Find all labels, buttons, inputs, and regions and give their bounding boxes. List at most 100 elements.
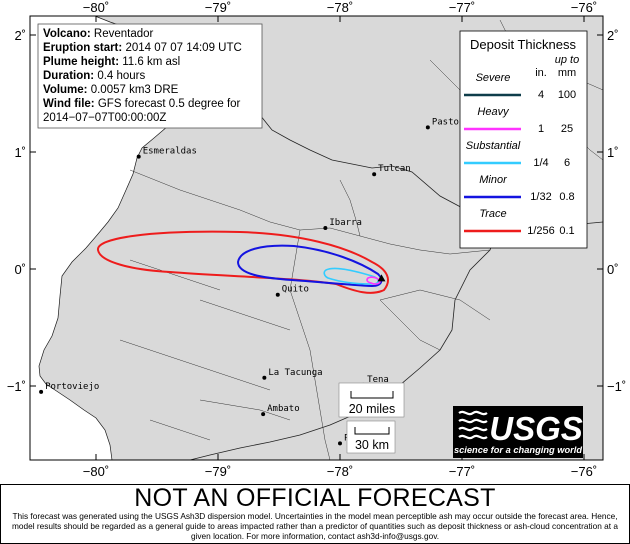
grid-ticks bbox=[30, 16, 603, 460]
map-frame bbox=[29, 15, 604, 461]
svg-text:Duration: 0.4 hours: Duration: 0.4 hours bbox=[43, 70, 146, 82]
wind-value-date: 2014−07−07T00:00:00Z bbox=[43, 112, 166, 124]
scale-miles: 20 miles bbox=[349, 402, 396, 416]
contour-heavy bbox=[366, 276, 381, 285]
lat-label-left: −1˚ bbox=[7, 379, 26, 394]
plume-value: 11.6 km asl bbox=[122, 56, 180, 68]
lon-label-bottom: −77˚ bbox=[449, 464, 475, 479]
disclaimer-text: This forecast was generated using the US… bbox=[11, 511, 619, 541]
lat-label-right: 0˚ bbox=[607, 262, 619, 277]
disclaimer-footer: NOT AN OFFICIAL FORECAST This forecast w… bbox=[0, 484, 630, 544]
city-label: Tena bbox=[367, 375, 389, 385]
lon-label-bottom: −78˚ bbox=[327, 464, 353, 479]
city-tulcan: Tulcan bbox=[372, 164, 411, 177]
lon-label-top: −76˚ bbox=[571, 0, 597, 15]
usgs-wave-icon bbox=[458, 410, 488, 440]
lon-label-top: −77˚ bbox=[449, 0, 475, 15]
volcano-triangle bbox=[377, 274, 386, 282]
plume-label: Plume height: bbox=[43, 56, 119, 68]
eruption-value: 2014 07 07 14:09 UTC bbox=[125, 42, 241, 54]
lat-label-left: 1˚ bbox=[14, 145, 26, 160]
legend-row-label: Heavy bbox=[477, 106, 510, 118]
not-official-forecast-title: NOT AN OFFICIAL FORECAST bbox=[134, 484, 496, 512]
city-dot bbox=[261, 412, 266, 417]
city-ibarra: Ibarra bbox=[323, 218, 362, 231]
lon-label-bottom: −76˚ bbox=[571, 464, 597, 479]
legend-row-label: Minor bbox=[479, 174, 508, 186]
city-dot bbox=[275, 292, 280, 297]
eruption-info-box: Volcano: Reventador Eruption start: 2014… bbox=[37, 23, 263, 129]
lat-label-right: −1˚ bbox=[607, 379, 626, 394]
city-pasto: Pasto bbox=[425, 117, 459, 130]
legend-row-in: 1/256 bbox=[527, 225, 555, 237]
lat-label-right: 2˚ bbox=[607, 28, 619, 43]
lat-label-left: 0˚ bbox=[14, 262, 26, 277]
city-esmeraldas: Esmeraldas bbox=[136, 147, 197, 159]
volcano-value: Reventador bbox=[94, 28, 154, 40]
legend-row: Severe 4 100 bbox=[464, 72, 576, 101]
svg-text:Plume height: 11.6 km asl: Plume height: 11.6 km asl bbox=[43, 56, 180, 68]
lon-label-bottom: −80˚ bbox=[83, 464, 109, 479]
legend-row-in: 4 bbox=[538, 89, 544, 101]
usgs-tagline: science for a changing world bbox=[454, 445, 582, 455]
city-ambato: Ambato bbox=[261, 404, 300, 417]
scale-bar: 20 miles 30 km bbox=[338, 382, 405, 454]
legend-row-label: Substantial bbox=[466, 140, 521, 152]
city-dot bbox=[39, 389, 44, 394]
city-la-tacunga: La Tacunga bbox=[262, 368, 323, 380]
legend-row-mm: 6 bbox=[564, 157, 570, 169]
lon-label-top: −80˚ bbox=[83, 0, 109, 15]
legend-row-label: Trace bbox=[479, 208, 506, 220]
legend-row: Minor 1/32 0.8 bbox=[464, 174, 575, 203]
legend-row: Trace 1/256 0.1 bbox=[464, 208, 575, 237]
legend-row-in: 1 bbox=[538, 123, 544, 135]
city-label: Tulcan bbox=[378, 164, 411, 174]
city-dot bbox=[372, 172, 377, 177]
lon-label-bottom: −79˚ bbox=[205, 464, 231, 479]
city-label: Pasto bbox=[432, 117, 459, 127]
lat-label-right: 1˚ bbox=[607, 145, 619, 160]
city-label: La Tacunga bbox=[268, 368, 322, 378]
legend-row: Substantial 1/4 6 bbox=[464, 140, 570, 169]
svg-text:Eruption start: 2014 07 07 14:: Eruption start: 2014 07 07 14:09 UTC bbox=[43, 42, 242, 54]
legend-row-mm: 0.8 bbox=[559, 191, 574, 203]
city-label: Ibarra bbox=[329, 218, 362, 228]
svg-text:Volume: 0.0057 km3 DRE: Volume: 0.0057 km3 DRE bbox=[43, 84, 179, 96]
legend-title: Deposit Thickness bbox=[470, 37, 576, 52]
tick-labels: −80˚ −80˚ −79˚ −79˚ −78˚ −78˚ −77˚ −77˚ −76˚ −76˚… bbox=[7, 0, 626, 479]
usgs-logo: USGS science for a changing world bbox=[453, 406, 583, 458]
duration-label: Duration: bbox=[43, 70, 94, 82]
legend-mm-header: mm bbox=[558, 67, 576, 79]
lat-label-left: 2˚ bbox=[14, 28, 26, 43]
volume-label: Volume: bbox=[43, 84, 88, 96]
contour-trace bbox=[97, 230, 389, 294]
legend-row-mm: 0.1 bbox=[559, 225, 574, 237]
volcano-label: Volcano: bbox=[43, 28, 91, 40]
city-dot bbox=[425, 125, 430, 130]
city-quito: Quito bbox=[275, 285, 309, 297]
city-label: Ambato bbox=[267, 404, 300, 414]
legend-row-in: 1/32 bbox=[530, 191, 551, 203]
legend-row-label: Severe bbox=[476, 72, 511, 84]
lon-label-top: −78˚ bbox=[327, 0, 353, 15]
svg-text:Wind file: GFS forecast 0.5 de: Wind file: GFS forecast 0.5 degree for bbox=[43, 98, 241, 110]
city-label: Esmeraldas bbox=[143, 147, 197, 157]
city-label: Portoviejo bbox=[45, 382, 99, 392]
usgs-logo-text: USGS bbox=[489, 410, 583, 447]
legend-row-in: 1/4 bbox=[533, 157, 548, 169]
eruption-label: Eruption start: bbox=[43, 42, 122, 54]
city-label: Quito bbox=[282, 285, 309, 295]
volcano-marker bbox=[377, 274, 386, 282]
scale-km: 30 km bbox=[355, 438, 389, 452]
city-dot bbox=[338, 441, 342, 446]
city-markers: Pasto Esmeraldas Tulcan Ibarra Quito Portovie… bbox=[39, 117, 459, 446]
legend-upto: up to bbox=[555, 54, 579, 66]
city-dot bbox=[262, 375, 267, 380]
legend-row: Heavy 1 25 bbox=[464, 106, 573, 135]
volume-value: 0.0057 km3 DRE bbox=[91, 84, 179, 96]
legend-row-mm: 100 bbox=[558, 89, 576, 101]
svg-text:Volcano: Reventador: Volcano: Reventador bbox=[43, 28, 154, 40]
duration-value: 0.4 hours bbox=[97, 70, 145, 82]
